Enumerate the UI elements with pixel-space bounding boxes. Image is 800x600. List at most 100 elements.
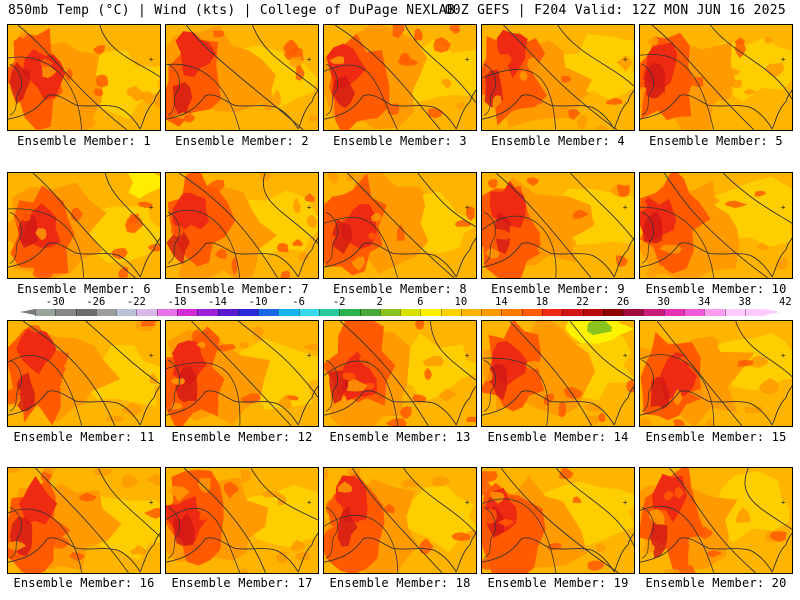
ensemble-member-label: Ensemble Member: 15 [645, 430, 787, 444]
colorbar-swatch [562, 309, 583, 316]
colorbar-tick-label: 14 [495, 296, 508, 308]
colorbar-tick-label: 34 [697, 296, 711, 308]
colorbar-swatch [663, 309, 684, 316]
colorbar-swatch [116, 309, 137, 316]
colorbar-swatch [521, 309, 543, 316]
colorbar-tick-label: 2 [376, 296, 383, 308]
colorbar-tick-label: 38 [738, 296, 752, 308]
header-run-info: 00Z GEFS | F204 Valid: 12Z MON JUN 16 20… [444, 3, 786, 18]
ensemble-member-label: Ensemble Member: 8 [333, 282, 467, 296]
ensemble-member-map [165, 24, 319, 131]
temperature-field-map [324, 25, 476, 130]
colorbar-swatch [460, 309, 482, 316]
ensemble-member-label: Ensemble Member: 10 [645, 282, 787, 296]
colorbar-swatch [602, 309, 624, 316]
colorbar-tick-label: -10 [248, 296, 268, 308]
ensemble-member-label: Ensemble Member: 13 [329, 430, 471, 444]
temperature-field-map [640, 468, 792, 573]
colorbar-swatch [278, 309, 299, 316]
temperature-field-map [8, 25, 160, 130]
colorbar-left-arrow [20, 309, 35, 315]
ensemble-member-label: Ensemble Member: 18 [329, 576, 471, 590]
colorbar-swatch [542, 309, 563, 316]
colorbar-tick-label: -6 [292, 296, 305, 308]
ensemble-member-map [323, 320, 477, 427]
colorbar-swatch [197, 309, 218, 316]
colorbar-tick-label: -22 [126, 296, 146, 308]
colorbar-tick-label: 42 [778, 296, 792, 308]
ensemble-member-map [165, 320, 319, 427]
colorbar-swatch [379, 309, 401, 316]
colorbar-swatch [501, 309, 522, 316]
colorbar-swatch [643, 309, 664, 316]
ensemble-member-map [7, 172, 161, 279]
colorbar-tick-label: -18 [167, 296, 187, 308]
temperature-field-map [640, 25, 792, 130]
colorbar-swatch [258, 309, 279, 316]
color-scale-bar: -30 -26 -22 -18 -14 -10 -6 -2 2 6 10 14 18 22 26 30 34 38… [10, 296, 792, 319]
temperature-field-map [166, 25, 318, 130]
temperature-field-map [166, 173, 318, 278]
ensemble-member-label: Ensemble Member: 16 [13, 576, 155, 590]
temperature-field-map [166, 321, 318, 426]
colorbar-tick-label: 26 [616, 296, 630, 308]
colorbar-swatch [55, 309, 76, 316]
colorbar-tick-label: 22 [576, 296, 589, 308]
colorbar-tick-label: -14 [208, 296, 227, 308]
ensemble-member-label: Ensemble Member: 17 [171, 576, 313, 590]
colorbar-swatch [176, 309, 198, 316]
ensemble-member-map [165, 172, 319, 279]
ensemble-member-map [7, 320, 161, 427]
ensemble-member-label: Ensemble Member: 20 [645, 576, 787, 590]
ensemble-member-map [481, 467, 635, 574]
ensemble-member-map [323, 172, 477, 279]
ensemble-member-map [323, 467, 477, 574]
temperature-field-map [324, 321, 476, 426]
colorbar-swatch [237, 309, 259, 316]
ensemble-member-label: Ensemble Member: 14 [487, 430, 629, 444]
colorbar-swatch [481, 309, 502, 316]
temperature-field-map [640, 173, 792, 278]
temperature-field-map [640, 321, 792, 426]
ensemble-member-label: Ensemble Member: 7 [175, 282, 309, 296]
ensemble-member-map [165, 467, 319, 574]
colorbar-swatch [136, 309, 157, 316]
ensemble-member-label: Ensemble Member: 2 [175, 134, 309, 148]
ensemble-member-map [481, 24, 635, 131]
ensemble-member-label: Ensemble Member: 5 [649, 134, 783, 148]
colorbar-swatch [684, 309, 705, 316]
temperature-field-map [166, 468, 318, 573]
colorbar-tick-label: -2 [332, 296, 346, 308]
ensemble-member-label: Ensemble Member: 9 [491, 282, 625, 296]
ensemble-member-map [639, 172, 793, 279]
temperature-field-map [8, 468, 160, 573]
ensemble-member-label: Ensemble Member: 6 [17, 282, 151, 296]
ensemble-member-map [639, 24, 793, 131]
colorbar-right-arrow [765, 309, 780, 315]
temperature-field-map [482, 468, 634, 573]
ensemble-member-map [639, 320, 793, 427]
ensemble-member-map [323, 24, 477, 131]
colorbar-swatch [217, 309, 238, 316]
temperature-field-map [482, 25, 634, 130]
colorbar-swatch [582, 309, 603, 316]
colorbar-tick-label: 30 [657, 296, 670, 308]
ensemble-member-label: Ensemble Member: 11 [13, 430, 155, 444]
colorbar-swatch [724, 309, 745, 316]
colorbar-swatch [339, 309, 360, 316]
temperature-field-map [8, 173, 160, 278]
ensemble-member-map [639, 467, 793, 574]
ensemble-member-label: Ensemble Member: 4 [491, 134, 625, 148]
temperature-field-map [324, 468, 476, 573]
colorbar-segments [35, 309, 766, 316]
colorbar-swatch [156, 309, 177, 316]
colorbar-swatch [704, 309, 725, 316]
ensemble-member-label: Ensemble Member: 12 [171, 430, 313, 444]
colorbar-swatch [298, 309, 319, 316]
colorbar-swatch [35, 309, 56, 316]
ensemble-member-map [481, 320, 635, 427]
colorbar-swatch [420, 309, 441, 316]
temperature-field-map [8, 321, 160, 426]
ensemble-member-label: Ensemble Member: 19 [487, 576, 629, 590]
colorbar-swatch [318, 309, 340, 316]
